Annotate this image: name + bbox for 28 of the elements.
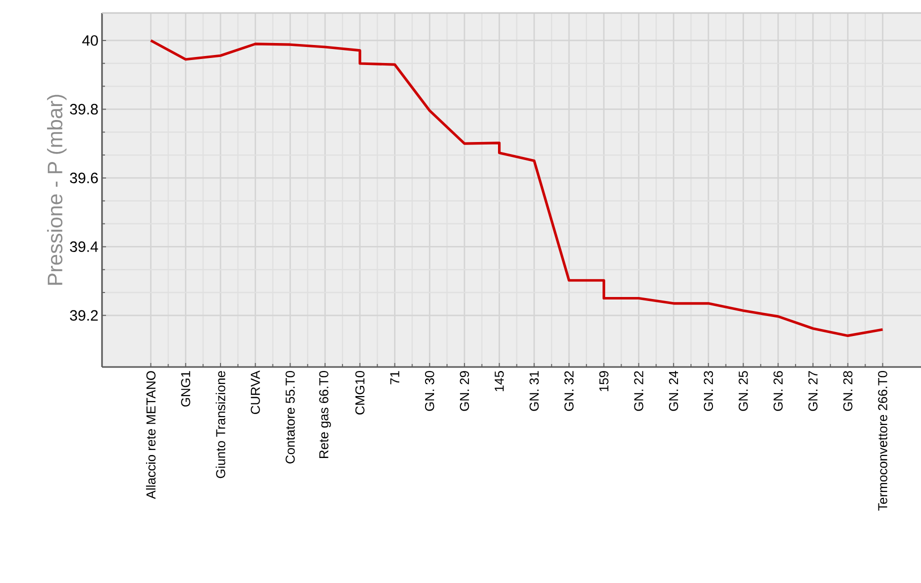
y-tick-label: 39.6 xyxy=(70,172,98,184)
x-tick-label: 145 xyxy=(494,371,504,392)
x-tick-label: CMG10 xyxy=(355,371,364,414)
x-tick-label: GN. 25 xyxy=(738,371,748,411)
x-tick-label: GN. 26 xyxy=(774,371,783,411)
x-tick-label: GN. 32 xyxy=(564,371,574,411)
y-tick-label: 39.2 xyxy=(70,310,98,321)
x-tick-label: GN. 31 xyxy=(530,371,539,411)
x-tick-label: GNG1 xyxy=(181,371,190,407)
x-tick-label: Allaccio rete METANO xyxy=(146,371,156,500)
x-tick-label: GN. 23 xyxy=(704,371,713,411)
x-tick-label: CURVA xyxy=(250,370,260,414)
y-axis-title: Pressione - P (mbar) xyxy=(47,94,67,285)
y-tick-label: 39.8 xyxy=(70,104,98,115)
x-tick-label: GN. 22 xyxy=(634,371,644,411)
x-tick-label: Rete gas 66.T0 xyxy=(319,371,331,458)
x-tick-label: GN. 27 xyxy=(808,371,818,411)
x-tick-label: 71 xyxy=(390,371,400,384)
x-tick-label: Contatore 55.T0 xyxy=(286,371,295,464)
x-tick-label: GN. 30 xyxy=(425,371,434,411)
x-tick-label: GN. 29 xyxy=(460,371,470,411)
x-tick-label: Termoconvettore 266.T0 xyxy=(878,371,888,511)
y-tick-label: 40 xyxy=(82,35,98,46)
x-tick-label: 159 xyxy=(599,371,608,392)
x-tick-label: GN. 28 xyxy=(843,371,852,411)
y-tick-label: 39.4 xyxy=(70,241,98,252)
x-tick-label: GN. 24 xyxy=(668,370,678,411)
x-tick-label: Giunto Transizione xyxy=(216,371,226,478)
